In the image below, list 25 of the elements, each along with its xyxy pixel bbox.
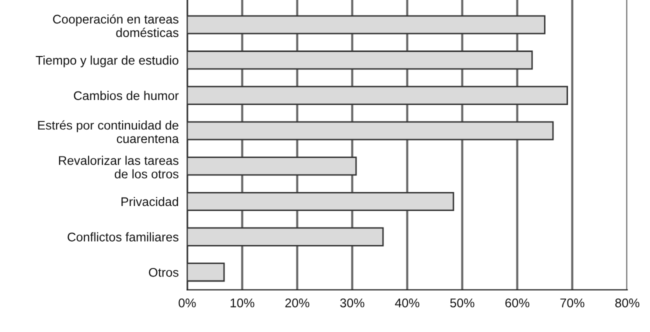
x-tick-label: 10% — [230, 298, 254, 308]
x-tick-label: 80% — [615, 298, 640, 308]
y-tick-label: Revalorizar las tareas de los otros — [59, 156, 178, 178]
y-tick-label: Otros — [148, 268, 178, 277]
y-tick-label: Tiempo y lugar de estudio — [36, 56, 178, 68]
bar — [187, 50, 533, 70]
y-tick-label: Cooperación en tareas domésticas — [53, 14, 178, 38]
x-tick-label: 40% — [395, 298, 420, 308]
y-tick-label: Conflictos familiares — [68, 232, 178, 242]
x-tick-label: 60% — [505, 298, 530, 308]
y-tick-label: Estrés por continuidad de cuarentena — [38, 120, 179, 144]
bar — [187, 192, 454, 212]
bar — [187, 262, 225, 282]
x-tick-label: 70% — [560, 298, 584, 308]
x-tick-label: 50% — [450, 298, 474, 308]
bar — [187, 121, 554, 140]
y-tick-label: Privacidad — [122, 196, 178, 206]
bar — [187, 86, 568, 105]
x-tick-label: 20% — [285, 298, 310, 308]
bar — [187, 227, 384, 246]
x-tick-label: 0% — [178, 298, 196, 308]
bar — [187, 15, 546, 34]
y-tick-label: Cambios de humor — [74, 90, 179, 100]
bar — [187, 156, 357, 176]
x-tick-label: 30% — [340, 298, 364, 308]
